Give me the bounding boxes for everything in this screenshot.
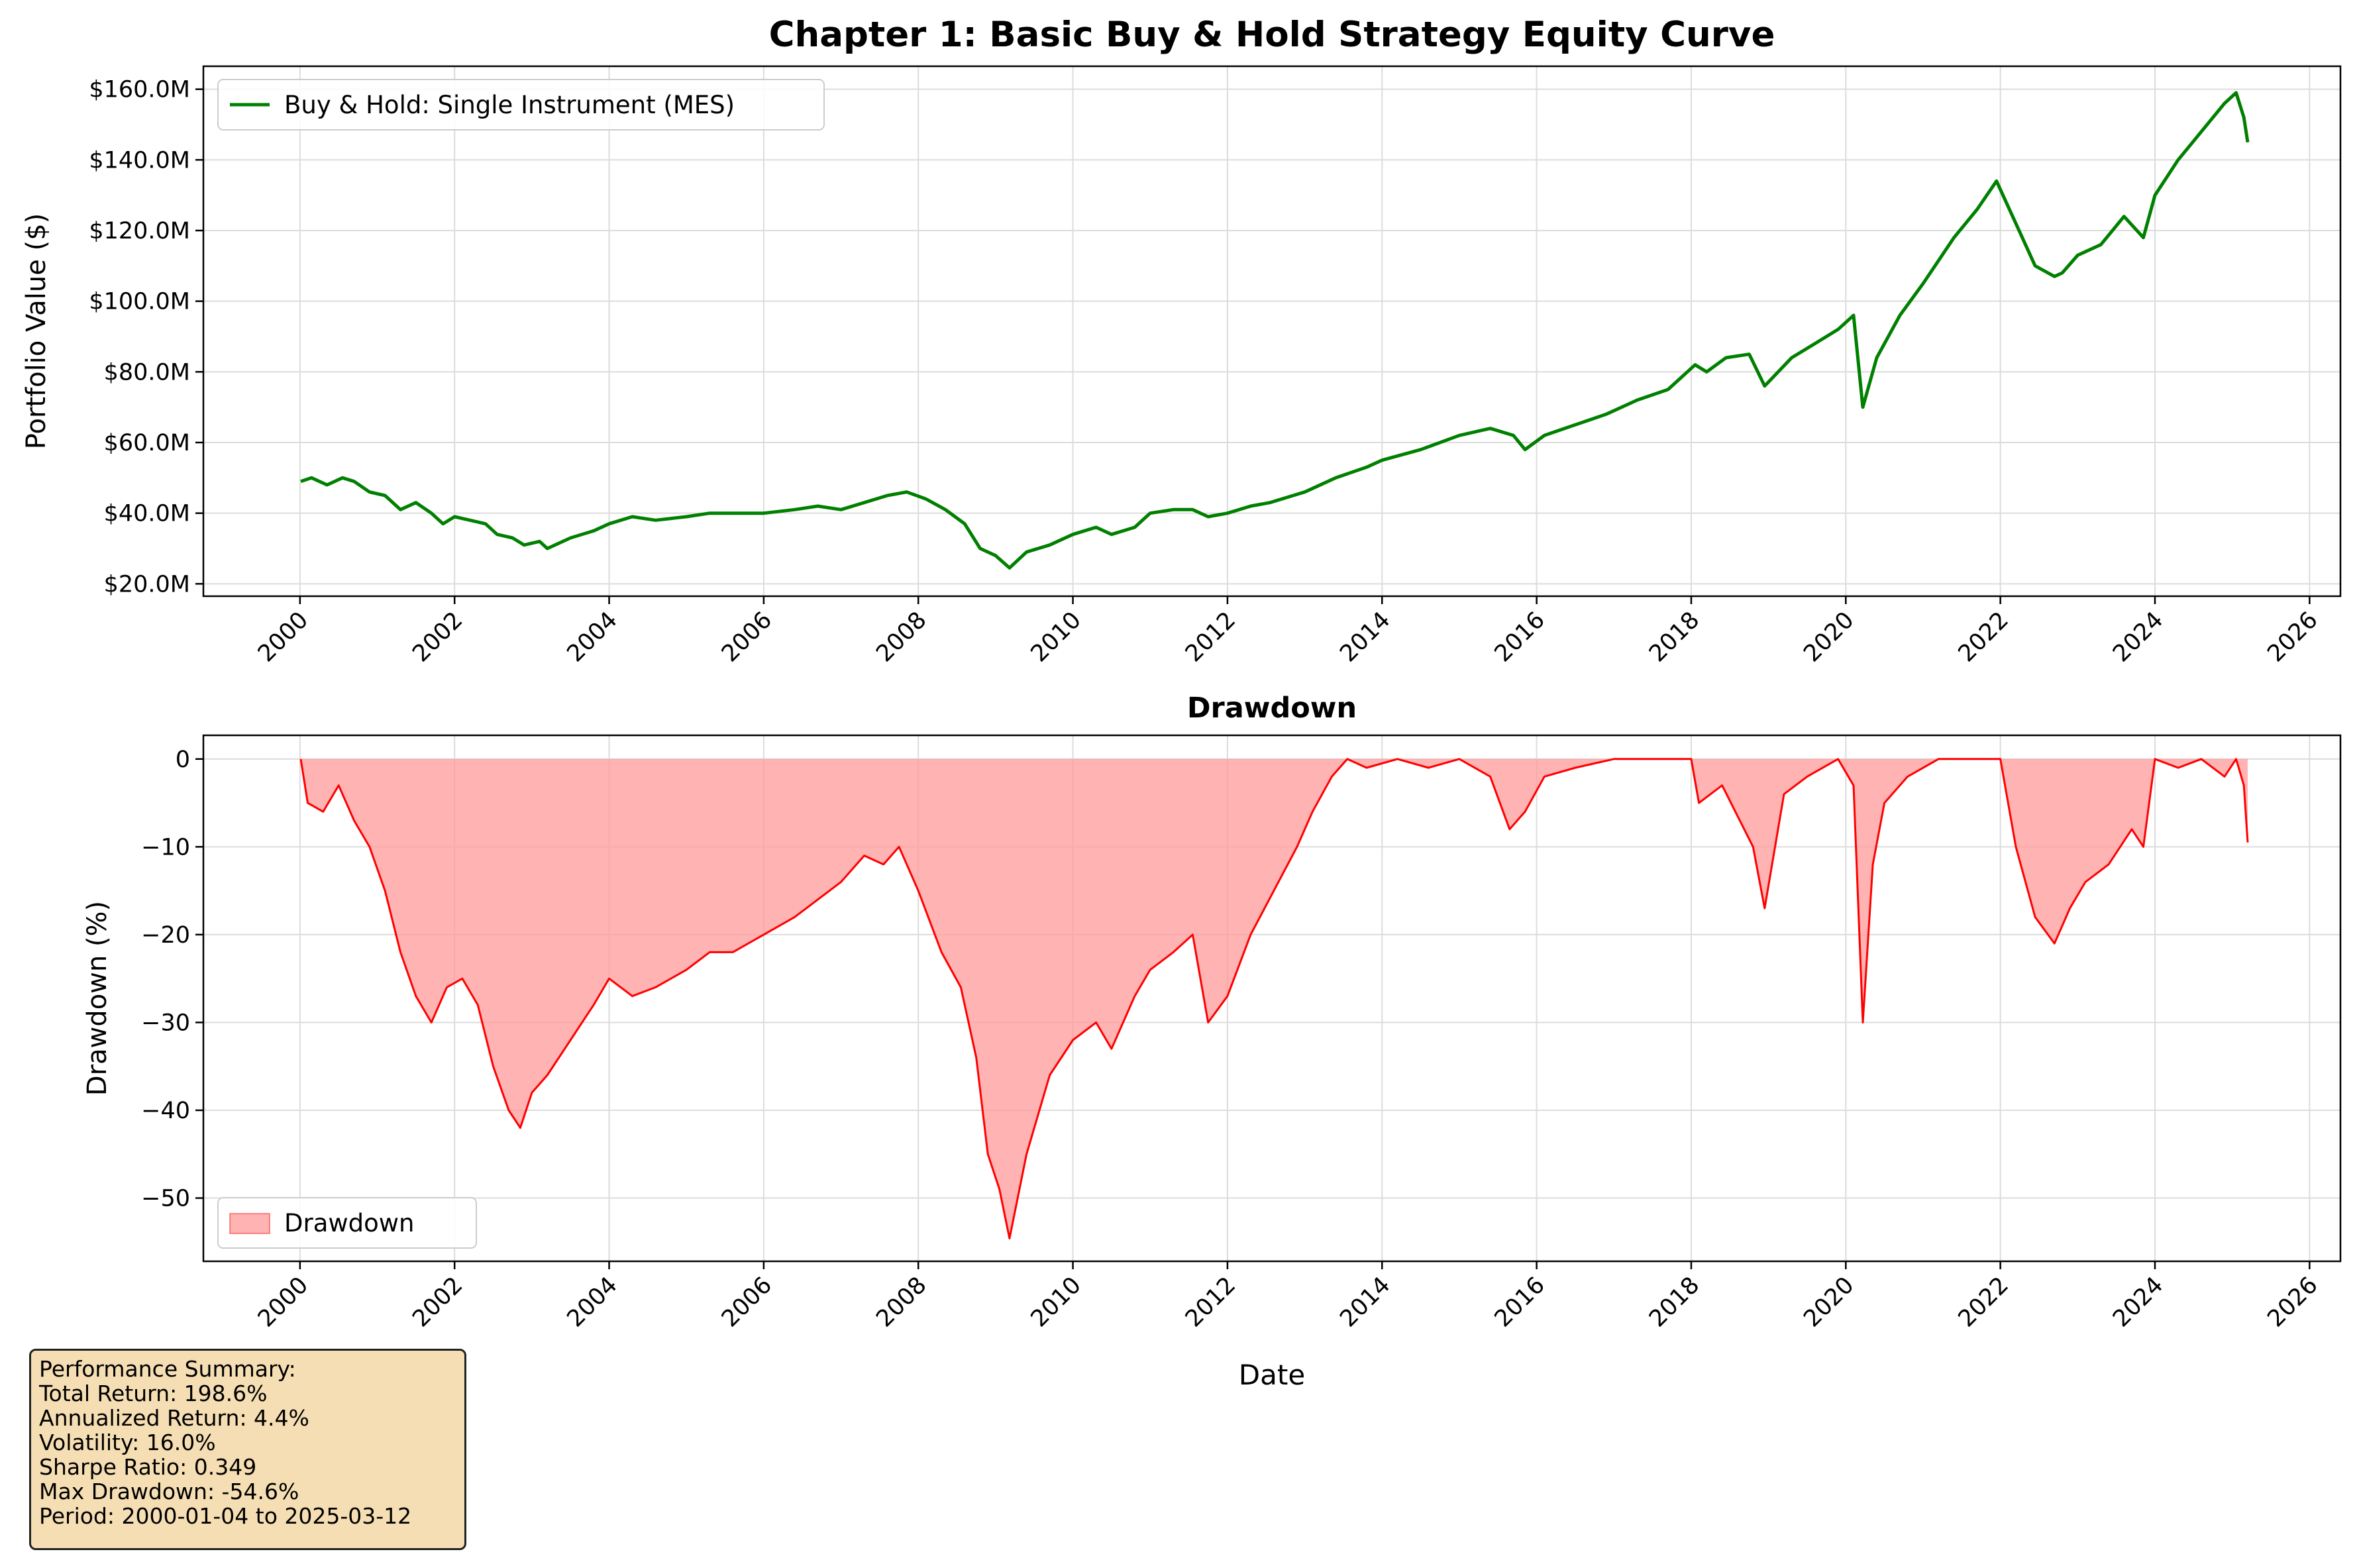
- y-tick-label: $120.0M: [89, 218, 190, 244]
- x-tick-label: 2000: [253, 607, 313, 667]
- x-tick-label: 2002: [407, 1272, 468, 1332]
- summary-line: Max Drawdown: -54.6%: [39, 1479, 299, 1504]
- y-tick-label: $40.0M: [104, 501, 190, 527]
- series-line-1: [299, 758, 2249, 1239]
- y-axis-label: Portfolio Value ($): [21, 213, 52, 449]
- x-tick-label: 2014: [1335, 1272, 1395, 1332]
- x-tick-label: 2026: [2262, 607, 2323, 667]
- x-tick-label: 2022: [1954, 607, 2014, 667]
- y-tick-label: −40: [141, 1098, 190, 1124]
- x-tick-label: 2020: [1799, 1272, 1859, 1332]
- x-tick-label: 2000: [253, 1272, 313, 1332]
- x-tick-label: 2014: [1335, 607, 1395, 667]
- drawdown-area: [301, 758, 2248, 1239]
- legend-label: Drawdown: [284, 1209, 414, 1237]
- summary-line: Total Return: 198.6%: [39, 1381, 268, 1406]
- x-tick-label: 2018: [1644, 1272, 1704, 1332]
- x-tick-label: 2018: [1644, 607, 1704, 667]
- x-tick-label: 2010: [1026, 607, 1086, 667]
- x-tick-label: 2004: [562, 1272, 623, 1332]
- axes-frame: [202, 65, 2342, 598]
- y-tick-label: $160.0M: [89, 77, 190, 103]
- series-line-1: [300, 91, 2250, 570]
- x-tick-label: 2006: [717, 1272, 777, 1332]
- x-tick-label: 2008: [871, 607, 931, 667]
- x-tick-label: 2016: [1490, 1272, 1550, 1332]
- y-tick-label: $60.0M: [104, 430, 190, 456]
- x-tick-label: 2026: [2262, 1272, 2323, 1332]
- x-tick-label: 2016: [1490, 607, 1550, 667]
- x-tick-label: 2010: [1026, 1272, 1086, 1332]
- x-tick-label: 2024: [2108, 1272, 2168, 1332]
- performance-summary-box: Performance Summary: Total Return: 198.6…: [29, 1349, 466, 1550]
- x-tick-label: 2012: [1180, 1272, 1241, 1332]
- chart-title: Chapter 1: Basic Buy & Hold Strategy Equ…: [769, 15, 1775, 55]
- legend-swatch: [229, 1213, 270, 1234]
- x-tick-label: 2004: [562, 607, 623, 667]
- summary-line: Sharpe Ratio: 0.349: [39, 1454, 257, 1480]
- legend-label: Buy & Hold: Single Instrument (MES): [284, 91, 735, 119]
- y-tick-label: $20.0M: [104, 571, 190, 598]
- summary-line: Annualized Return: 4.4%: [39, 1405, 309, 1431]
- x-tick-label: 2006: [717, 607, 777, 667]
- axes-frame: [202, 734, 2342, 1263]
- y-tick-label: −50: [141, 1186, 190, 1212]
- x-tick-label: 2008: [871, 1272, 931, 1332]
- y-tick-label: $100.0M: [89, 289, 190, 315]
- chart-title: Drawdown: [1187, 692, 1357, 725]
- y-tick-label: 0: [176, 747, 190, 773]
- summary-line: Performance Summary:: [39, 1356, 296, 1382]
- y-tick-label: −10: [141, 834, 190, 861]
- legend-box: [217, 79, 825, 131]
- summary-line: Volatility: 16.0%: [39, 1430, 216, 1455]
- y-axis-label: Drawdown (%): [82, 901, 113, 1096]
- x-tick-label: 2012: [1180, 607, 1241, 667]
- y-tick-label: $140.0M: [89, 147, 190, 174]
- y-tick-label: −30: [141, 1010, 190, 1036]
- x-tick-label: 2022: [1954, 1272, 2014, 1332]
- x-tick-label: 2002: [407, 607, 468, 667]
- x-tick-label: 2024: [2108, 607, 2168, 667]
- summary-line: Period: 2000-01-04 to 2025-03-12: [39, 1503, 412, 1529]
- legend-box: [217, 1197, 477, 1249]
- y-tick-label: $80.0M: [104, 359, 190, 386]
- x-tick-label: 2020: [1799, 607, 1859, 667]
- y-tick-label: −20: [141, 922, 190, 949]
- x-axis-label: Date: [1239, 1359, 1305, 1391]
